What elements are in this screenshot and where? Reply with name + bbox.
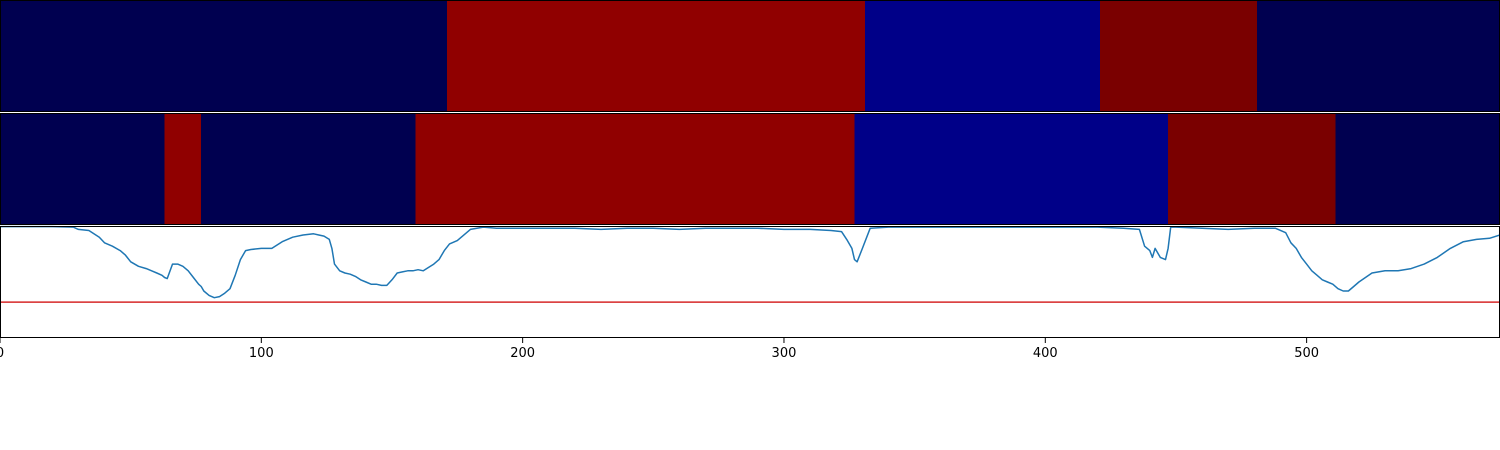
- heatmap-segment: [854, 113, 1169, 225]
- heatmap-segment: [0, 0, 447, 112]
- heatmap-segment: [201, 113, 416, 225]
- signal-line: [0, 225, 1500, 299]
- x-tick-label: 300: [772, 346, 797, 361]
- signal-panel-background: [0, 226, 1500, 338]
- heatmap-segment: [1335, 113, 1500, 225]
- heatmap-segment: [415, 113, 855, 225]
- signal-panel: [0, 225, 1500, 338]
- x-tick-label: 400: [1033, 346, 1058, 361]
- heatmap-segment: [1168, 113, 1336, 225]
- x-tick-label: 200: [510, 346, 535, 361]
- heatmap-segment: [1256, 0, 1500, 112]
- heatmap-row-1: [0, 0, 1500, 112]
- heatmap-segment: [864, 0, 1101, 112]
- heatmap-row-2: [0, 113, 1500, 225]
- x-tick-label: 100: [249, 346, 274, 361]
- x-tick-label: 500: [1294, 346, 1319, 361]
- x-tick-label: 0: [0, 346, 4, 361]
- heatmap-segment: [0, 113, 165, 225]
- heatmap-segment: [164, 113, 202, 225]
- x-axis: 0 100 200 300 400 500: [0, 338, 1319, 361]
- heatmap-rows: [0, 0, 1500, 225]
- heatmap-segment: [1100, 0, 1257, 112]
- heatmap-segment: [446, 0, 865, 112]
